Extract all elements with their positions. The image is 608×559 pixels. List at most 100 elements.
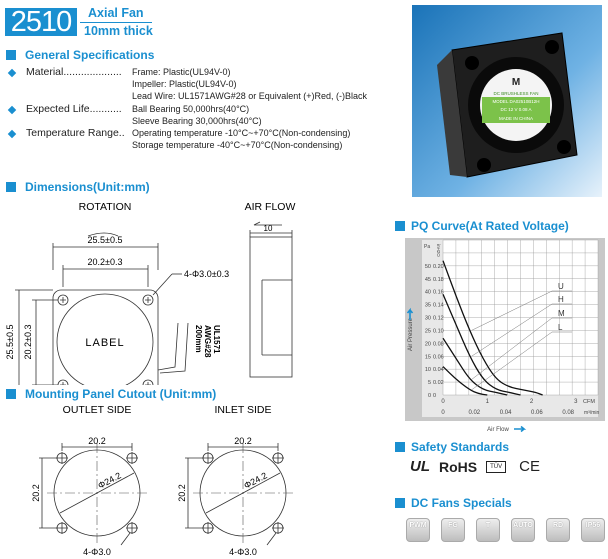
spec-value: Sleeve Bearing 30,000hrs(40°C) (132, 116, 262, 126)
y-tick-inh2o: 0 (433, 393, 436, 399)
mounting-heading: Mounting Panel Cutout (Unit:mm) (6, 387, 216, 401)
x-tick-m3: 0.02 (468, 410, 480, 416)
y-tick-inh2o: 0.20 (433, 264, 444, 270)
label-line: MODEL DA02510B12H (492, 99, 539, 104)
brand-logo: M (512, 77, 520, 88)
y-tick-pa: 25 (425, 328, 431, 334)
airflow-arrow-icon (253, 221, 282, 226)
y-tick-pa: 45 (425, 277, 431, 283)
y-tick-pa: 50 (425, 264, 431, 270)
wire-spec: 200mm (194, 325, 203, 353)
pq-heading: PQ Curve(At Rated Voltage) (395, 219, 569, 233)
dimension-drawing: ROTATION 25.5±0.5 20.2±0.3 4-Φ3.0±0.3 LA… (5, 201, 296, 385)
curve-label: H (558, 295, 564, 304)
y-tick-inh2o: 0.16 (433, 290, 444, 296)
section-bullet-icon (6, 182, 16, 192)
y-unit-inh2o: inH2O (436, 244, 441, 257)
y-tick-inh2o: 0.02 (433, 380, 444, 386)
rohs-mark: RoHS (439, 458, 478, 475)
pq-curve-U (442, 260, 543, 396)
x-unit-m3: m³/min (584, 410, 599, 416)
label-line: DC 12 V 0.08 A (500, 107, 531, 112)
y-tick-pa: 30 (425, 316, 431, 322)
curve-label: L (558, 323, 563, 332)
side-title: INLET SIDE (215, 404, 272, 416)
fan-photo: M DC BRUSHLESS FAN MODEL DA02510B12H DC … (412, 5, 602, 197)
y-unit-pa: Pa (424, 244, 430, 250)
height-dim: 20.2 (31, 484, 41, 502)
outer-width-dim: 25.5±0.5 (88, 235, 123, 245)
wire-spec: UL1571 (212, 325, 221, 354)
ul-mark-icon: UL (410, 458, 430, 475)
dimensions-heading: Dimensions(Unit:mm) (6, 180, 150, 194)
rotation-arrow-icon (87, 232, 119, 237)
leader-line (471, 290, 572, 331)
y-tick-pa: 5 (428, 380, 431, 386)
inner-height-dim: 20.2±0.3 (23, 325, 33, 360)
x-tick-cfm: 1 (486, 399, 490, 405)
x-tick-m3: 0 (441, 410, 445, 416)
spec-label: Temperature Range.. (26, 127, 125, 139)
y-tick-pa: 15 (425, 354, 431, 360)
pq-curve-M (442, 337, 508, 396)
diamond-bullet-icon (7, 105, 17, 115)
y-tick-inh2o: 0.04 (433, 367, 444, 373)
special-t-icon: T (476, 518, 500, 542)
rotation-label: ROTATION (79, 201, 132, 213)
general-specs-heading: General Specifications (6, 48, 154, 62)
wire-spec: AWG#28 (203, 325, 212, 358)
spec-value: Ball Bearing 50,000hrs(40°C) (132, 104, 250, 114)
section-title: General Specifications (25, 48, 155, 62)
header-divider (80, 22, 152, 23)
y-tick-inh2o: 0.06 (433, 354, 444, 360)
special-rd-icon: RD (546, 518, 570, 542)
section-title: Mounting Panel Cutout (Unit:mm) (25, 387, 217, 401)
y-tick-pa: 0 (428, 393, 431, 399)
spec-value: Frame: Plastic(UL94V-0) (132, 67, 231, 77)
diameter-dim: Φ24.2 (96, 470, 123, 490)
y-tick-pa: 20 (425, 341, 431, 347)
curve-label: M (558, 309, 565, 318)
y-tick-pa: 10 (425, 367, 431, 373)
y-axis-label: Air Pressure (408, 317, 414, 351)
section-bullet-icon (395, 498, 405, 508)
x-tick-m3: 0.08 (562, 410, 574, 416)
specials-icons: PWM FG T AUTO RD IP56 (406, 518, 605, 542)
section-title: Dimensions(Unit:mm) (25, 180, 150, 194)
x-axis-label: Air Flow (487, 427, 509, 433)
hole-dim: 4-Φ3.0±0.3 (184, 269, 229, 279)
label-area: LABEL (85, 337, 124, 349)
thickness-dim: 10 (264, 224, 273, 233)
y-tick-inh2o: 0.08 (433, 341, 444, 347)
holes-dim: 4-Φ3.0 (229, 547, 257, 557)
leader-line (471, 303, 572, 357)
y-tick-inh2o: 0.12 (433, 316, 444, 322)
section-title: PQ Curve(At Rated Voltage) (411, 219, 569, 233)
y-tick-inh2o: 0.14 (433, 303, 444, 309)
inner-width-dim: 20.2±0.3 (88, 257, 123, 267)
mounting-drawing: OUTLET SIDE 20.2 20.2 Φ24.2 4-Φ3.0 INLET SID… (31, 404, 293, 557)
x-tick-cfm: 0 (441, 399, 445, 405)
diamond-bullet-icon (7, 68, 17, 78)
tuv-mark-icon: TÜV (486, 460, 507, 473)
y-tick-pa: 35 (425, 303, 431, 309)
side-title: OUTLET SIDE (63, 404, 132, 416)
safety-heading: Safety Standards (395, 440, 509, 454)
arrow-up-icon (406, 307, 414, 320)
ce-mark: CE (519, 458, 540, 475)
spec-value: Operating temperature -10°C~+70°C(Non-co… (132, 128, 351, 138)
inlet-cutout: INLET SIDE 20.2 20.2 Φ24.2 4-Φ3.0 (177, 404, 293, 557)
x-tick-cfm: 2 (530, 399, 534, 405)
spec-label: Expected Life........... (26, 103, 122, 115)
x-tick-m3: 0.06 (531, 410, 543, 416)
x-unit-cfm: CFM (583, 399, 595, 405)
airflow-label: AIR FLOW (245, 201, 296, 213)
pq-curve-L (442, 366, 488, 396)
fan-side-outline (249, 236, 293, 378)
section-bullet-icon (395, 221, 405, 231)
model-number: 2510 (5, 8, 77, 37)
width-dim: 20.2 (88, 436, 106, 446)
curve-label: U (558, 282, 564, 291)
x-tick-cfm: 3 (574, 399, 578, 405)
